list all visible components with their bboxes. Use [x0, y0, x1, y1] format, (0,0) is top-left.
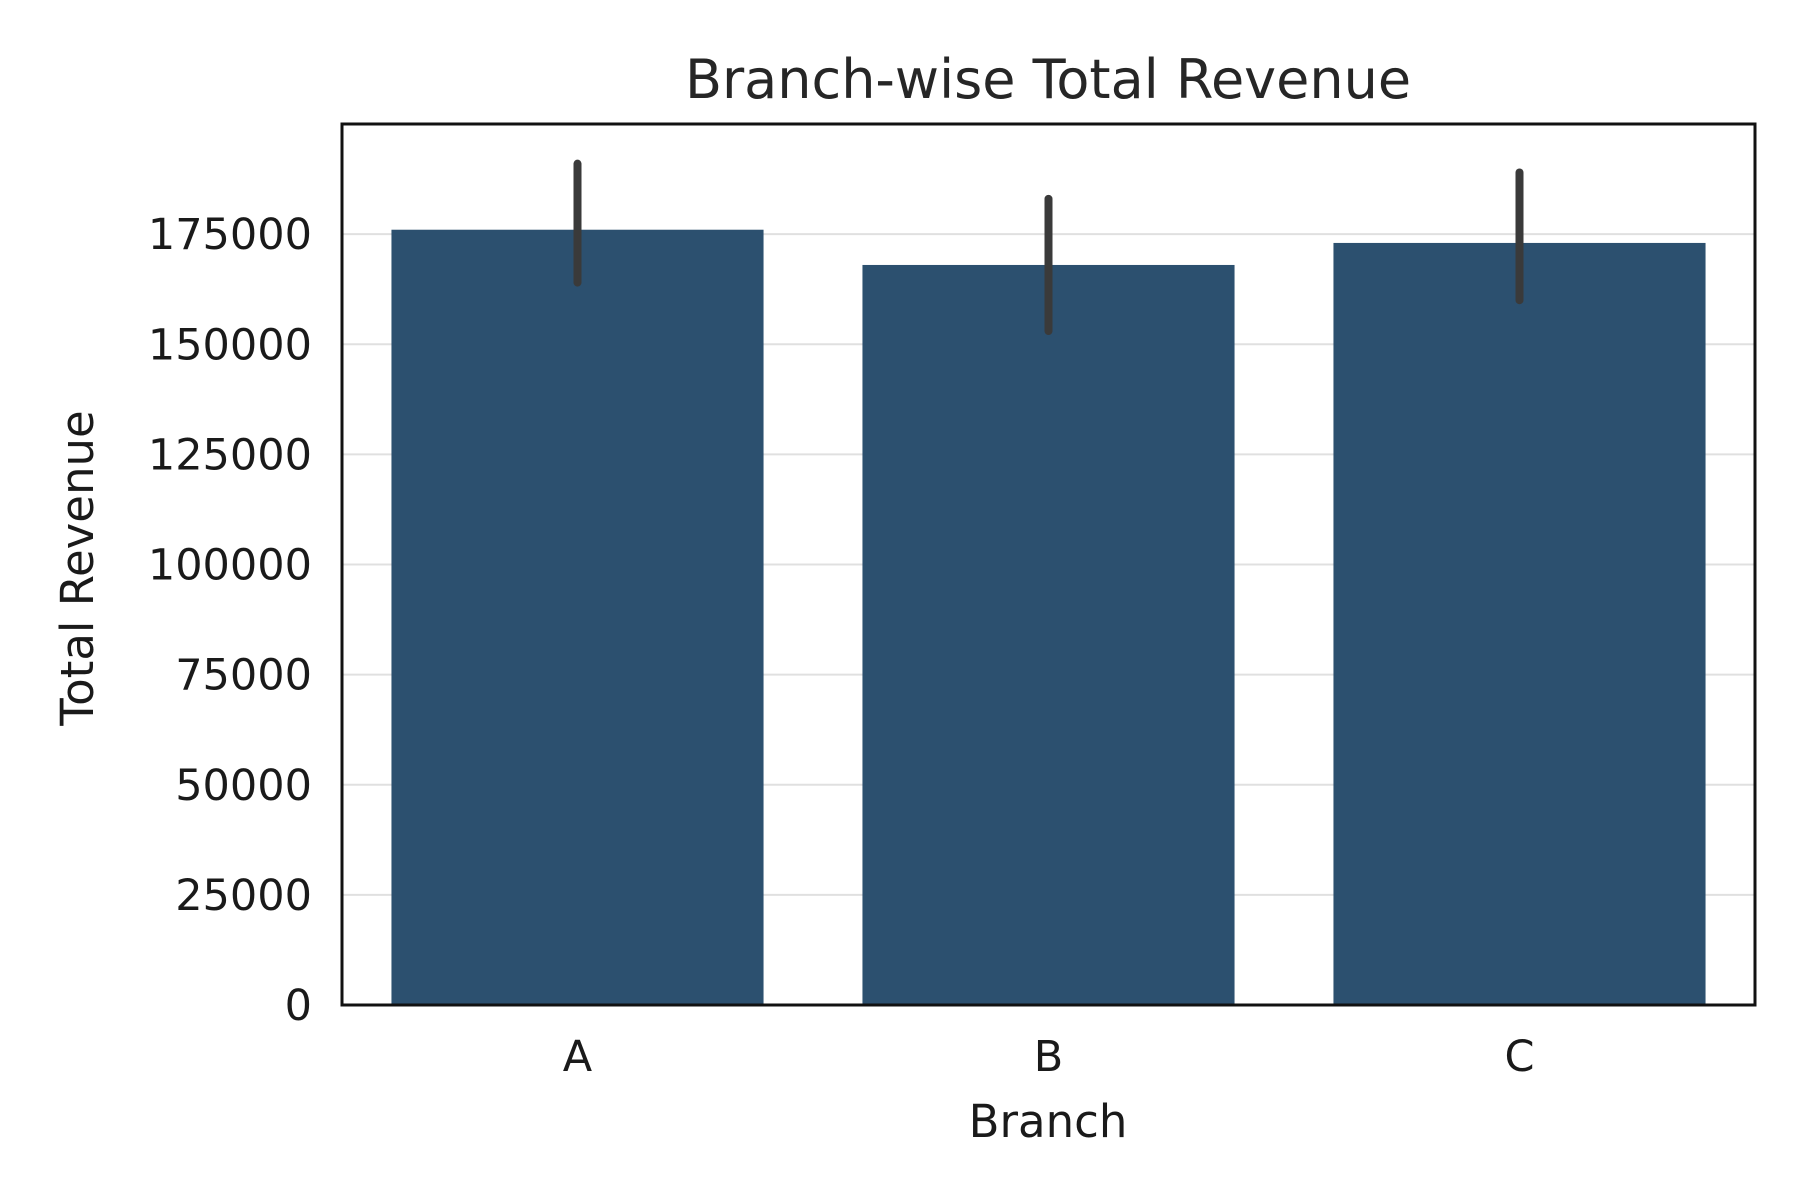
y-tick-label: 25000: [175, 871, 312, 921]
x-tick-label: B: [1034, 1032, 1064, 1082]
y-tick-label: 175000: [148, 210, 312, 260]
y-tick-label: 75000: [175, 651, 312, 701]
chart-title: Branch-wise Total Revenue: [685, 48, 1411, 111]
y-tick-label: 0: [285, 981, 312, 1031]
y-axis-ticks: 0 25000 50000 75000 100000 125000 150000 175000: [148, 210, 312, 1031]
y-tick-label: 100000: [148, 541, 312, 591]
y-tick-label: 50000: [175, 761, 312, 811]
x-tick-label: A: [563, 1032, 593, 1082]
bars: [391, 229, 1706, 1006]
y-tick-label: 125000: [148, 430, 312, 480]
bar-C: [1333, 242, 1706, 1005]
bar-A: [391, 229, 764, 1006]
error-bars: [573, 159, 1524, 336]
bar-B: [862, 264, 1235, 1006]
x-axis-ticks: A B C: [563, 1032, 1535, 1082]
plot-frame: [340, 122, 1757, 1007]
y-tick-label: 150000: [148, 320, 312, 370]
x-tick-label: C: [1504, 1032, 1534, 1082]
x-axis-label: Branch: [969, 1095, 1128, 1148]
y-axis-label: Total Revenue: [51, 410, 104, 726]
